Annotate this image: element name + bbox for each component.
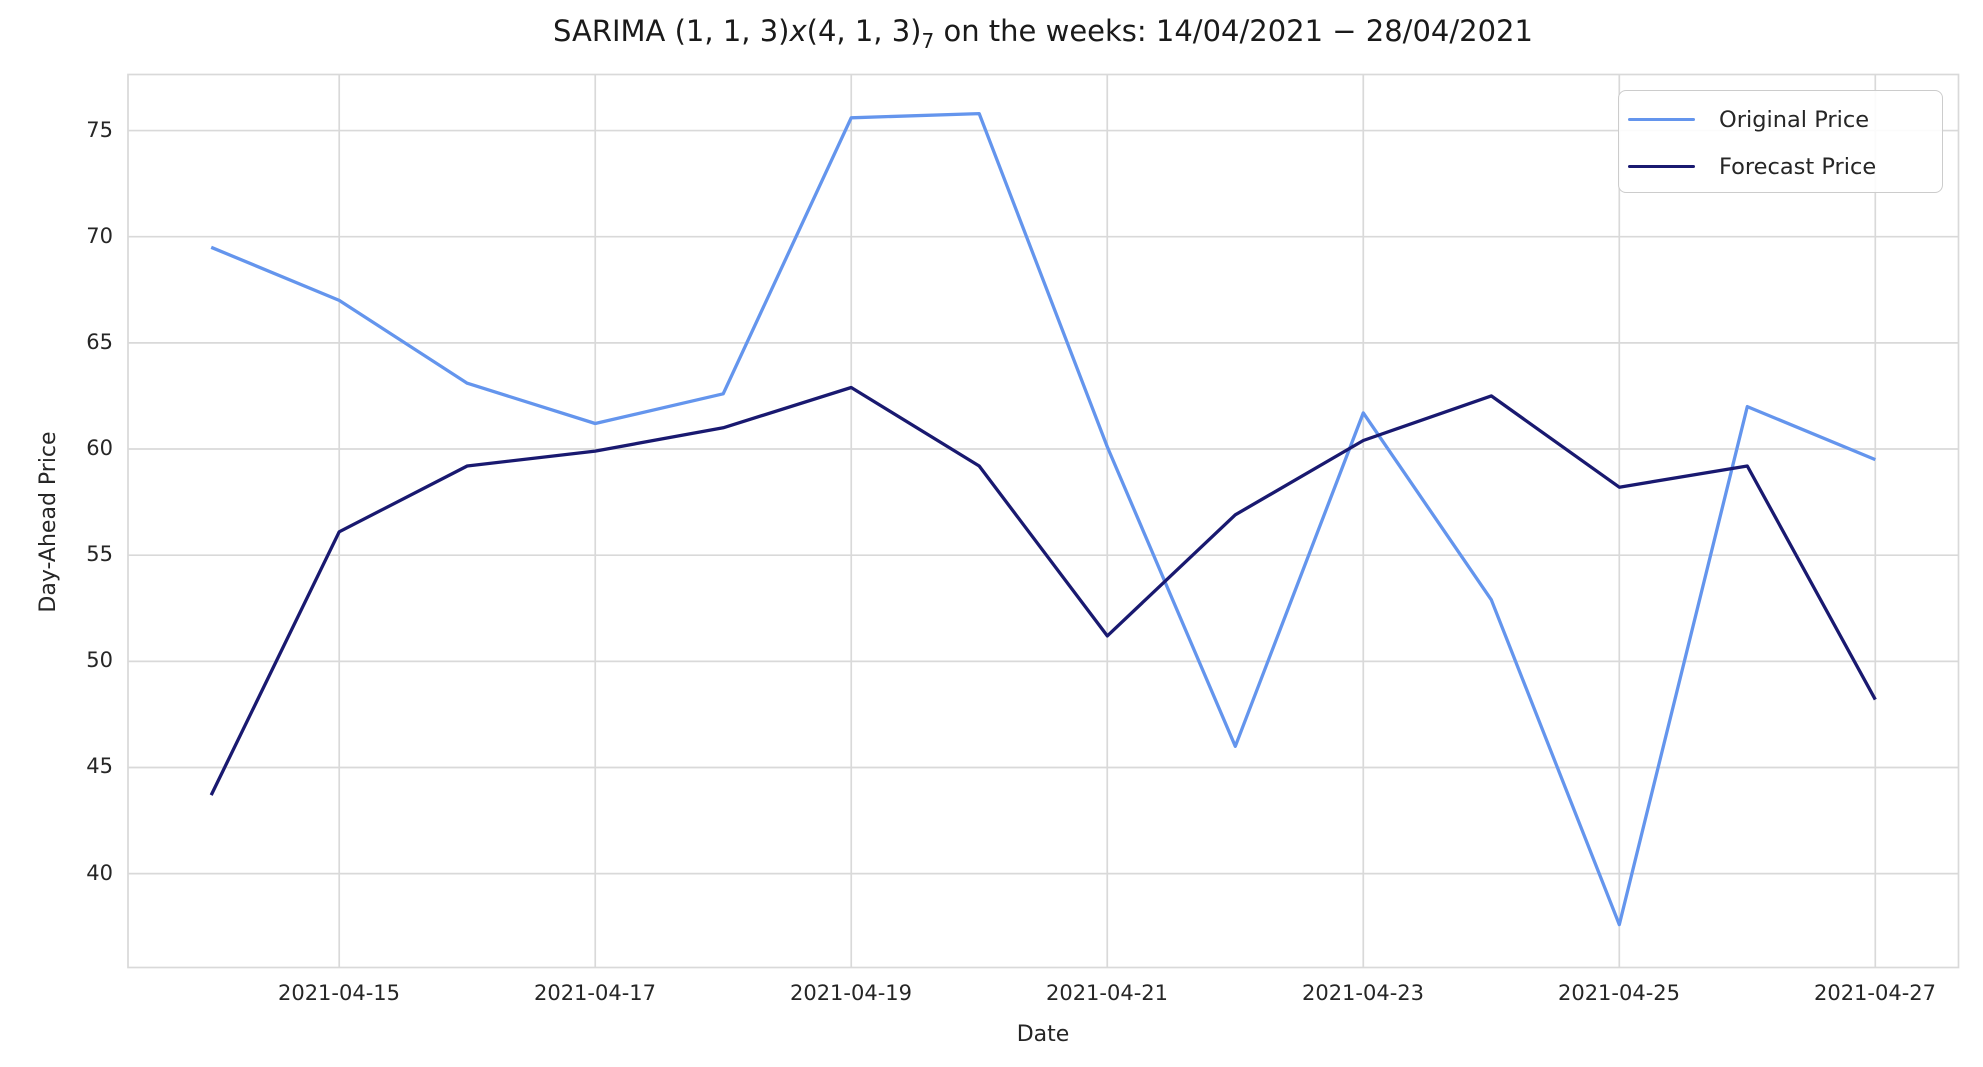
y-tick-label: 60 [86,436,113,460]
y-tick-label: 75 [86,118,113,142]
title-subscript: 7 [921,28,935,53]
x-axis-label: Date [1016,1022,1070,1047]
x-tick-label: 2021-04-21 [1045,981,1169,1005]
legend-label: Forecast Price [1719,153,1877,180]
y-tick-label: 65 [86,330,113,354]
legend: Original Price Forecast Price [1618,90,1943,193]
y-tick-label: 55 [86,542,113,566]
x-tick-label: 2021-04-19 [789,981,913,1005]
legend-line-sample [1628,117,1695,122]
title-mid: (4, 1, 3) [806,14,922,48]
series-line-forecast-price [209,385,1877,796]
y-tick-label: 45 [86,754,113,778]
chart-title: SARIMA (1, 1, 3)x(4, 1, 3)7 on the weeks… [128,14,1958,51]
x-tick-label: 2021-04-23 [1301,981,1425,1005]
legend-item-forecast-price: Forecast Price [1628,143,1942,190]
legend-label: Original Price [1719,106,1870,133]
legend-line-sample [1628,164,1695,169]
title-prefix: SARIMA (1, 1, 3) [553,14,790,48]
y-tick-label: 70 [86,224,113,248]
title-suffix: on the weeks: 14/04/2021 − 28/04/2021 [934,14,1533,48]
plot-border [127,73,1960,969]
x-tick-label: 2021-04-25 [1557,981,1681,1005]
y-tick-label: 40 [86,861,113,885]
series-line-original-price [210,111,1876,927]
legend-item-original-price: Original Price [1628,96,1942,143]
x-tick-label: 2021-04-15 [277,981,401,1005]
y-tick-label: 50 [86,648,113,672]
title-math-x: x [789,14,807,48]
x-tick-label: 2021-04-27 [1813,981,1937,1005]
x-tick-label: 2021-04-17 [533,981,657,1005]
